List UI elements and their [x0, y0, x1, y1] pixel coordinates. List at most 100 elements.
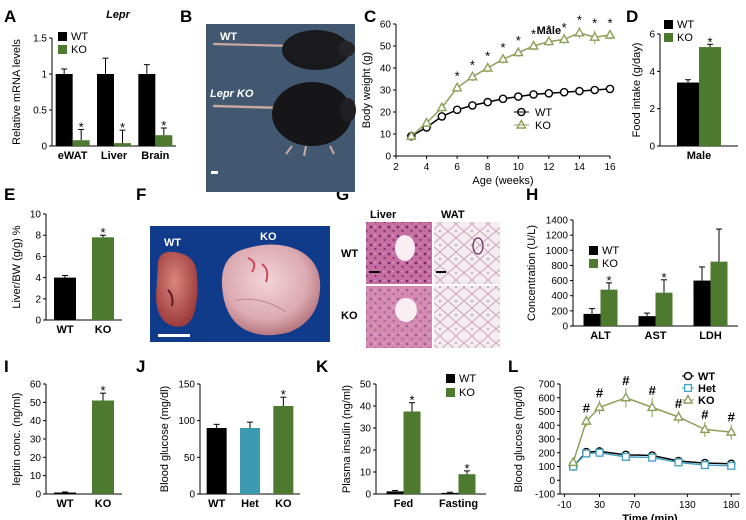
- x-category-label: KO: [95, 324, 112, 336]
- bar-wt-brain: [138, 74, 156, 146]
- y-tick-label: 0: [365, 490, 371, 501]
- legend-label-ko: KO: [602, 258, 618, 270]
- x-tick-label: 130: [679, 500, 696, 511]
- legend-label-ko: KO: [677, 32, 693, 44]
- liver-ko-label: KO: [260, 231, 277, 243]
- y-tick-label: 20: [380, 108, 392, 119]
- x-tick-label: 8: [485, 162, 491, 173]
- x-tick-label: 12: [543, 162, 555, 173]
- legend-swatch-wt: [58, 32, 67, 41]
- chart-j: 0 50 100 150 Blood glucose (mg/dl) WT Het KO *: [159, 380, 300, 510]
- bar-wt-ldh: [693, 280, 711, 326]
- y-tick-label: 10: [30, 210, 42, 221]
- point-ko: [699, 423, 711, 434]
- bar-ko-liver: [114, 143, 131, 146]
- bar-ko: [273, 406, 294, 494]
- y-axis-label-a: Relative mRNA levels: [11, 39, 23, 145]
- point-wt: [498, 94, 508, 104]
- panel-label-e: E: [4, 185, 15, 204]
- point-ko: [580, 415, 592, 425]
- histology-row-ko: KO: [341, 310, 358, 322]
- legend-label-wt: WT: [677, 19, 694, 31]
- point-ko: [405, 130, 417, 140]
- bar-ko-ldh: [710, 261, 728, 326]
- legend-label-ko: KO: [459, 387, 475, 399]
- y-tick-label: -100: [535, 490, 555, 501]
- y-tick-label: 6: [35, 252, 41, 263]
- significance-star: *: [455, 68, 460, 83]
- y-tick-label: 30: [380, 86, 392, 97]
- y-tick-label: 0: [189, 490, 195, 501]
- x-category-label: AST: [645, 330, 667, 342]
- significance-star: *: [485, 49, 490, 64]
- significance-star: *: [562, 20, 567, 35]
- x-category-label: Fed: [394, 498, 414, 510]
- point-ko: [451, 81, 463, 92]
- bar-wt-fasting: [441, 492, 459, 494]
- y-tick-label: 50: [360, 380, 372, 391]
- y-tick-label: 60: [30, 380, 42, 391]
- y-tick-label: 400: [551, 291, 568, 302]
- point-het: [621, 452, 630, 461]
- y-tick-label: 10: [30, 471, 42, 482]
- point-wt: [483, 97, 493, 107]
- x-category-label: LDH: [699, 330, 722, 342]
- bar-wt-fed: [386, 491, 404, 494]
- point-ko: [528, 40, 539, 50]
- y-tick-label: 0: [649, 142, 655, 153]
- y-tick-label: 700: [538, 380, 555, 391]
- point-ko: [604, 29, 616, 39]
- significance-hash: #: [622, 373, 630, 388]
- y-tick-label: 0: [549, 476, 555, 487]
- significance-star: *: [707, 34, 712, 49]
- x-tick-label: 30: [594, 500, 606, 511]
- bar-wt-ewat: [55, 74, 73, 146]
- x-tick-label: 14: [574, 162, 586, 173]
- bar-ko-ast: [655, 292, 673, 326]
- legend-marker-het: [683, 383, 693, 393]
- point-ko: [543, 35, 555, 46]
- x-tick-label: 4: [424, 162, 430, 173]
- x-category-label: Het: [241, 498, 259, 510]
- bar-wt-alt: [583, 313, 601, 326]
- bar-ko: [92, 237, 114, 320]
- bar-ko-all: [699, 47, 721, 146]
- panel-label-d: D: [626, 7, 638, 26]
- point-wt: [575, 86, 584, 96]
- point-wt: [513, 92, 523, 101]
- bar-wt: [54, 277, 76, 320]
- point-ko: [589, 31, 601, 41]
- significance-star: *: [79, 119, 84, 134]
- mouse-ko-label: Lepr KO: [210, 88, 254, 100]
- mouse-wt-label: WT: [220, 31, 237, 43]
- bar-ko: [92, 400, 114, 494]
- legend-swatch-wt: [664, 20, 673, 29]
- panel-label-b: B: [180, 7, 192, 26]
- chart-k: 0 10 20 30 40 50 Plasma insulin (ng/ml) Fed Fast…: [341, 373, 486, 510]
- histology-col-wat: WAT: [441, 209, 465, 221]
- y-tick-label: 1.5: [33, 34, 47, 45]
- significance-star: *: [500, 40, 505, 55]
- x-category-label: Fasting: [439, 498, 478, 510]
- y-axis-label-j: Blood glucose (mg/dl): [159, 386, 171, 492]
- panel-label-l: L: [508, 357, 518, 376]
- legend-label-wt: WT: [71, 31, 88, 43]
- legend-label-ko: KO: [535, 120, 551, 132]
- point-ko: [620, 391, 632, 402]
- x-tick-label: 70: [629, 500, 641, 511]
- y-tick-label: 150: [178, 380, 195, 391]
- y-tick-label: 0: [385, 152, 391, 163]
- bar-het: [240, 428, 260, 494]
- panel-label-a: A: [4, 7, 16, 26]
- significance-hash: #: [701, 407, 709, 422]
- y-tick-label: 4: [649, 67, 655, 78]
- point-ko: [567, 456, 579, 467]
- chart-h: 0 200 400 600 800 1000 1200 1400 Concentration (…: [526, 216, 738, 342]
- significance-star: *: [281, 387, 286, 402]
- significance-hash: #: [596, 386, 604, 401]
- y-tick-label: 100: [538, 462, 555, 473]
- significance-star: *: [577, 12, 582, 27]
- bar-ko-ewat: [72, 140, 90, 146]
- y-tick-label: 2: [35, 294, 41, 305]
